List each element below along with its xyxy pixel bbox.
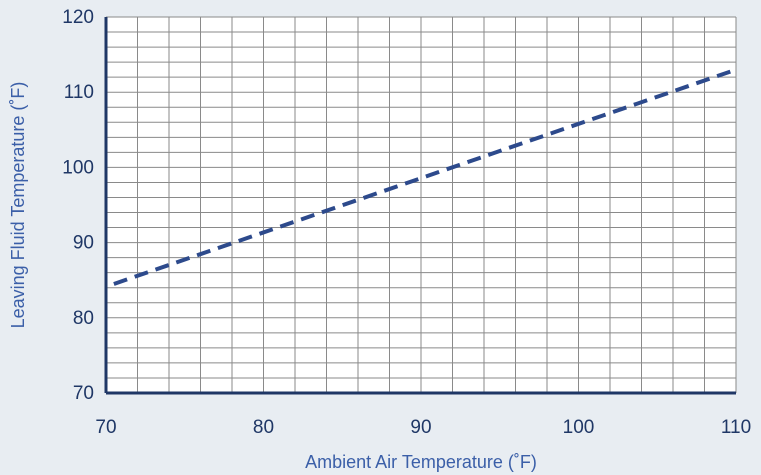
x-axis-title: Ambient Air Temperature (˚F) [305, 452, 537, 472]
x-tick-label: 90 [410, 417, 431, 438]
y-axis-title: Leaving Fluid Temperature (˚F) [8, 82, 28, 329]
y-tick-label: 120 [62, 7, 94, 28]
x-tick-label: 70 [95, 417, 116, 438]
y-tick-label: 80 [73, 308, 94, 329]
y-tick-labels: 70 80 90 100 110 120 [62, 7, 94, 404]
x-tick-label: 100 [563, 417, 595, 438]
x-tick-label: 80 [253, 417, 274, 438]
y-tick-label: 70 [73, 383, 94, 404]
x-tick-labels: 70 80 90 100 110 [95, 417, 751, 438]
y-tick-label: 90 [73, 233, 94, 254]
grid [105, 16, 737, 394]
y-tick-label: 100 [62, 157, 94, 178]
y-tick-label: 110 [64, 82, 94, 103]
x-tick-label: 110 [721, 417, 751, 438]
